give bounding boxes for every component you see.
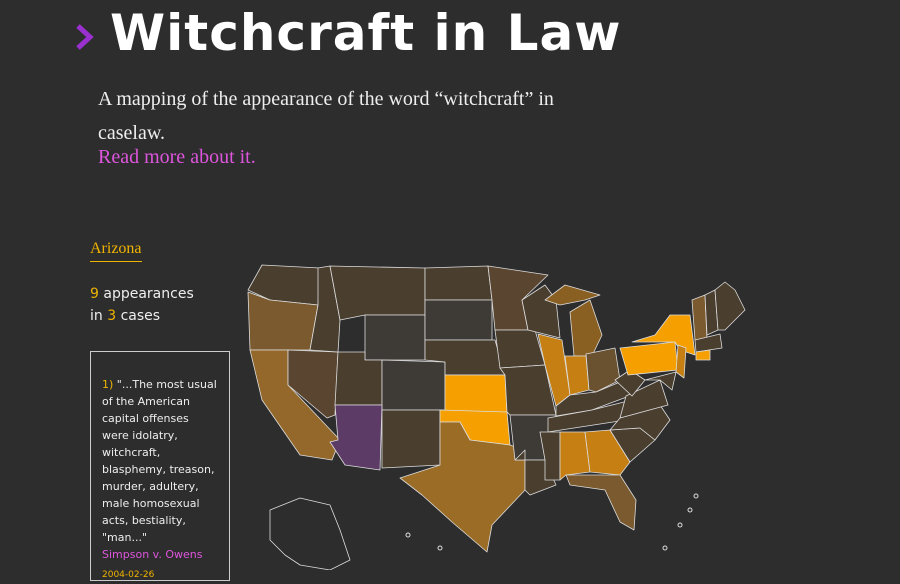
state[interactable] [364, 314, 426, 361]
cases-prefix: in [90, 308, 103, 324]
case-name[interactable]: Simpson v. Owens [102, 548, 203, 561]
hawaii [405, 493, 699, 551]
state[interactable] [644, 371, 677, 391]
quote-text: "...The most usual of the American capit… [102, 378, 217, 544]
state[interactable] [694, 333, 723, 353]
state[interactable] [619, 341, 679, 376]
state[interactable] [329, 404, 383, 471]
appearances-label: appearances [103, 286, 194, 302]
alaska [269, 497, 351, 570]
state[interactable] [695, 349, 711, 361]
state[interactable] [381, 359, 446, 411]
state[interactable] [559, 431, 591, 481]
quote-number: 1) [102, 378, 114, 391]
cases-count: 3 [107, 308, 117, 324]
state[interactable] [691, 294, 708, 341]
logo-icon [76, 24, 94, 50]
state[interactable] [544, 284, 601, 306]
selected-state: Arizona [90, 240, 142, 262]
appearances-count: 9 [90, 286, 99, 302]
state[interactable] [565, 474, 637, 531]
read-more-link[interactable]: Read more about it. [98, 146, 256, 168]
state[interactable] [569, 299, 603, 357]
state[interactable] [334, 351, 383, 406]
state[interactable] [539, 431, 561, 481]
state[interactable] [444, 374, 508, 413]
state[interactable] [424, 265, 493, 301]
state[interactable] [424, 299, 493, 341]
page: Witchcraft in Law A mapping of the appea… [76, 4, 746, 581]
us-map [247, 264, 746, 570]
state[interactable] [714, 281, 746, 331]
state[interactable] [619, 379, 669, 419]
state[interactable] [494, 329, 546, 369]
state[interactable] [381, 409, 441, 469]
state[interactable] [585, 347, 621, 393]
state[interactable] [399, 421, 526, 553]
title: Witchcraft in Law [110, 4, 622, 62]
cases-label: cases [120, 308, 161, 324]
state[interactable] [329, 265, 426, 321]
state[interactable] [631, 314, 696, 356]
state[interactable] [584, 429, 631, 476]
stats: 9 appearances in 3 cases [90, 283, 194, 327]
states [247, 264, 746, 553]
state[interactable] [675, 344, 687, 379]
description: A mapping of the appearance of the word … [98, 88, 554, 144]
